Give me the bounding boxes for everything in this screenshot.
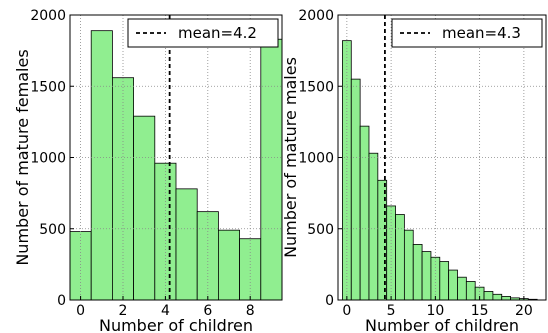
bar [350, 78, 361, 301]
y-tick-label: 2000 [298, 8, 334, 24]
legend-label: mean=4.3 [442, 24, 521, 42]
y-tick-label: 1000 [30, 151, 66, 167]
x-tick-label: 10 [426, 303, 444, 319]
bar [260, 38, 283, 301]
bar [448, 269, 458, 301]
x-axis-label: Number of children [99, 316, 253, 333]
x-tick-label: 15 [471, 303, 489, 319]
x-tick-label: 0 [342, 303, 351, 319]
y-axis-label: Number of mature females [13, 49, 32, 265]
x-tick-label: 8 [246, 303, 255, 319]
bar [457, 276, 467, 301]
x-tick-label: 0 [76, 303, 85, 319]
bar [430, 256, 441, 301]
x-tick-label: 6 [203, 303, 212, 319]
y-tick-label: 1500 [298, 79, 334, 95]
bar [395, 214, 405, 301]
bar [90, 30, 113, 301]
x-axis-label: Number of children [365, 316, 519, 333]
bar [412, 244, 423, 301]
bar [439, 261, 450, 301]
y-tick-label: 1500 [30, 79, 66, 95]
legend-label: mean=4.2 [178, 24, 257, 42]
y-axis-label: Number of mature males [281, 57, 300, 258]
y-tick-label: 2000 [30, 8, 66, 24]
x-tick-label: 5 [387, 303, 396, 319]
bar [133, 115, 156, 301]
axes-frame [69, 14, 283, 301]
bar [69, 231, 92, 301]
y-tick-label: 500 [307, 222, 334, 238]
bar [239, 238, 262, 301]
bar [359, 125, 370, 301]
bar [492, 293, 503, 301]
bar [368, 152, 379, 301]
bar [483, 291, 494, 301]
y-tick-label: 0 [57, 293, 66, 309]
y-tick-label: 1000 [298, 151, 334, 167]
bar [175, 188, 198, 301]
bar [501, 296, 511, 301]
x-tick-label: 20 [515, 303, 533, 319]
x-tick-label: 4 [161, 303, 170, 319]
bar [465, 281, 476, 301]
x-tick-label: 2 [119, 303, 128, 319]
axes-frame [337, 14, 547, 301]
y-tick-label: 500 [39, 222, 66, 238]
bar [403, 229, 414, 301]
y-tick-label: 0 [325, 293, 334, 309]
bar [421, 251, 432, 301]
bar [217, 229, 240, 301]
